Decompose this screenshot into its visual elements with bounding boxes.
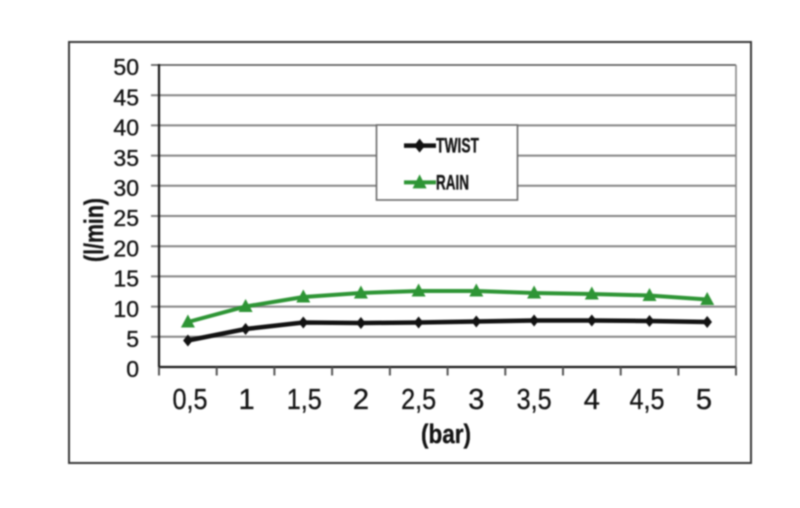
svg-text:RAIN: RAIN (436, 171, 469, 194)
svg-text:35: 35 (113, 145, 139, 171)
svg-text:50: 50 (113, 54, 139, 80)
svg-text:(bar): (bar) (421, 419, 471, 449)
svg-text:2: 2 (353, 384, 369, 416)
svg-text:1: 1 (239, 384, 255, 416)
svg-text:45: 45 (113, 84, 139, 110)
svg-text:20: 20 (113, 235, 139, 261)
svg-text:(l/min): (l/min) (79, 198, 109, 262)
svg-text:4: 4 (584, 384, 600, 416)
svg-text:15: 15 (113, 266, 139, 292)
svg-text:30: 30 (113, 175, 139, 201)
svg-text:10: 10 (113, 296, 139, 322)
svg-text:3: 3 (468, 384, 484, 416)
svg-text:0: 0 (126, 356, 139, 382)
svg-text:3,5: 3,5 (517, 384, 552, 416)
svg-text:25: 25 (113, 205, 139, 231)
svg-text:TWIST: TWIST (436, 135, 479, 158)
svg-text:1,5: 1,5 (287, 384, 322, 416)
svg-text:5: 5 (696, 384, 712, 416)
svg-text:4,5: 4,5 (630, 384, 665, 416)
svg-text:40: 40 (113, 115, 139, 141)
svg-text:5: 5 (126, 326, 139, 352)
svg-text:2,5: 2,5 (401, 384, 436, 416)
svg-text:0,5: 0,5 (173, 384, 208, 416)
